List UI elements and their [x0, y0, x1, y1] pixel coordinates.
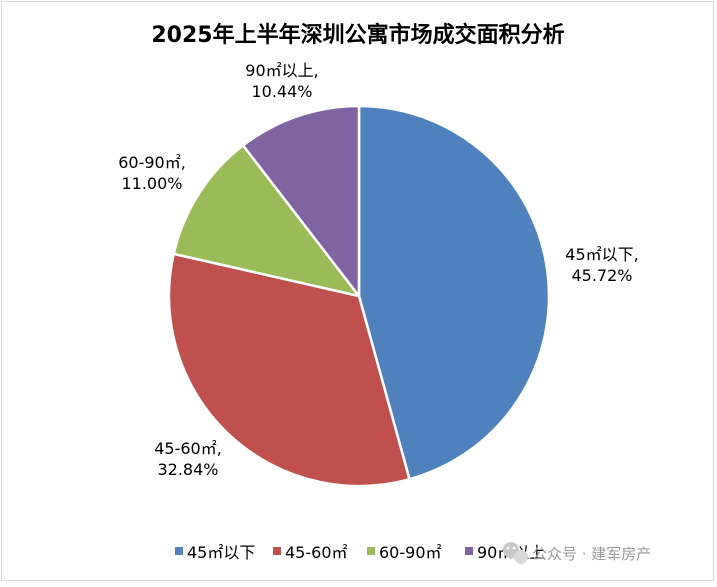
wechat-icon — [503, 542, 528, 564]
slice-labels: 45㎡以下, 45.72% 45-60㎡, 32.84% 60-90㎡, 11.00% 90… — [118, 61, 639, 479]
legend-item: 60-90㎡ — [367, 543, 442, 562]
pie-slices — [167, 104, 551, 488]
pie-slice — [172, 144, 361, 298]
legend-swatch — [175, 547, 183, 555]
legend-swatch — [273, 547, 281, 555]
legend-item: 45㎡以下 — [175, 543, 255, 562]
watermark: 公众号 · 建军房产 — [503, 542, 651, 564]
legend-label: 45-60㎡ — [285, 543, 348, 562]
legend-label: 45㎡以下 — [187, 543, 255, 562]
legend-swatch — [465, 547, 473, 555]
pie-slice — [357, 104, 551, 481]
chart-title: 2025年上半年深圳公寓市场成交面积分析 — [151, 22, 564, 48]
slice-data-label: 45㎡以下, 45.72% — [565, 245, 638, 285]
legend-label: 60-90㎡ — [379, 543, 442, 562]
legend-item: 45-60㎡ — [273, 543, 348, 562]
watermark-text: 公众号 · 建军房产 — [532, 545, 651, 563]
slice-data-label: 90㎡以上, 10.44% — [245, 61, 318, 101]
slice-data-label: 60-90㎡, 11.00% — [118, 153, 186, 193]
legend-swatch — [367, 547, 375, 555]
pie-slice — [167, 252, 411, 488]
slice-data-label: 45-60㎡, 32.84% — [154, 439, 222, 479]
pie-slice — [241, 104, 361, 298]
